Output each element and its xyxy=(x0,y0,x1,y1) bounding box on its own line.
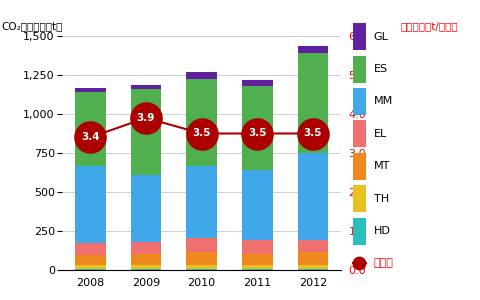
Text: 3.5: 3.5 xyxy=(304,128,322,139)
Text: GL: GL xyxy=(374,32,389,42)
Bar xyxy=(186,238,217,252)
FancyBboxPatch shape xyxy=(353,185,366,212)
Point xyxy=(198,131,205,136)
Bar xyxy=(131,89,161,175)
Point xyxy=(142,116,150,120)
Bar xyxy=(75,92,106,166)
Bar xyxy=(186,79,217,166)
Text: 3.9: 3.9 xyxy=(137,113,155,123)
Bar xyxy=(242,170,273,240)
FancyBboxPatch shape xyxy=(353,218,366,244)
Text: 原単位（百t/億円）: 原単位（百t/億円） xyxy=(400,21,458,31)
Bar xyxy=(131,265,161,269)
Bar xyxy=(298,153,328,240)
Bar xyxy=(242,86,273,170)
Text: EL: EL xyxy=(374,129,387,139)
FancyBboxPatch shape xyxy=(353,56,366,82)
Text: MT: MT xyxy=(374,161,390,171)
Text: CO₂排出量（千t）: CO₂排出量（千t） xyxy=(1,21,62,31)
Bar xyxy=(131,242,161,254)
Bar xyxy=(298,252,328,265)
FancyBboxPatch shape xyxy=(353,88,366,115)
Bar xyxy=(242,80,273,86)
Text: HD: HD xyxy=(374,226,391,236)
Bar xyxy=(186,252,217,265)
Bar xyxy=(242,240,273,254)
Point xyxy=(253,131,261,136)
FancyBboxPatch shape xyxy=(353,23,366,50)
FancyBboxPatch shape xyxy=(353,120,366,147)
Bar xyxy=(131,85,161,89)
Bar xyxy=(75,269,106,270)
Bar xyxy=(75,265,106,269)
Bar xyxy=(298,53,328,153)
Bar xyxy=(186,72,217,79)
Text: TH: TH xyxy=(374,194,389,204)
Bar xyxy=(242,265,273,269)
Bar xyxy=(298,240,328,252)
Text: 原単位: 原単位 xyxy=(374,258,394,268)
Bar xyxy=(186,166,217,238)
Bar xyxy=(242,254,273,265)
Bar xyxy=(298,269,328,270)
Text: MM: MM xyxy=(374,96,393,106)
Text: 3.4: 3.4 xyxy=(81,132,99,142)
Bar xyxy=(298,265,328,269)
Bar xyxy=(131,175,161,242)
Bar xyxy=(75,255,106,265)
Bar xyxy=(75,244,106,255)
Bar xyxy=(75,88,106,92)
Bar xyxy=(298,46,328,53)
Text: 3.5: 3.5 xyxy=(248,128,266,139)
Bar xyxy=(186,265,217,269)
Bar xyxy=(242,269,273,270)
Text: ES: ES xyxy=(374,64,388,74)
Bar xyxy=(186,269,217,270)
Point xyxy=(86,135,94,140)
Bar xyxy=(131,254,161,265)
Text: 3.5: 3.5 xyxy=(192,128,211,139)
FancyBboxPatch shape xyxy=(353,153,366,180)
Bar xyxy=(131,269,161,270)
Bar xyxy=(75,166,106,244)
Point xyxy=(309,131,317,136)
